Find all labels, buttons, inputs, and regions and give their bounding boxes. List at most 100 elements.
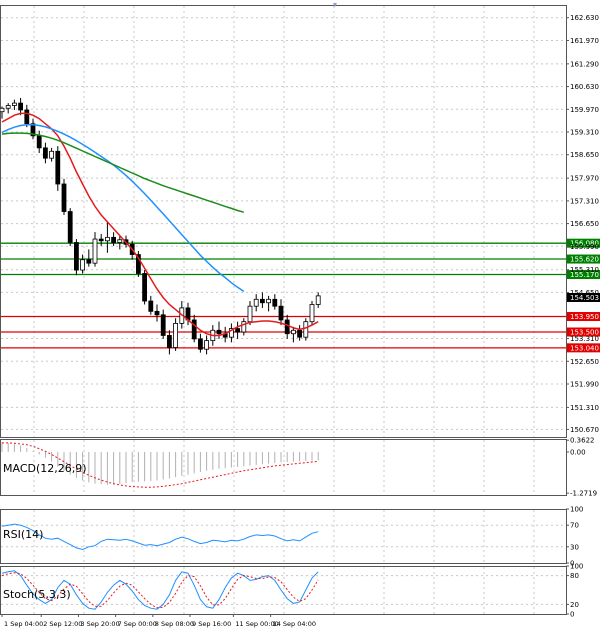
candle[interactable]	[315, 295, 321, 305]
candle[interactable]	[191, 319, 197, 340]
price-candles[interactable]	[0, 97, 321, 355]
candle[interactable]	[11, 102, 17, 106]
rsi-tick-label: 0	[570, 560, 574, 568]
candle[interactable]	[166, 335, 172, 348]
level-label: 153.040	[570, 344, 599, 352]
candle[interactable]	[55, 150, 61, 185]
level-label: 153.950	[570, 313, 599, 321]
candle[interactable]	[272, 298, 278, 307]
candle[interactable]	[135, 254, 141, 274]
stoch-main-line	[1, 570, 319, 610]
candle[interactable]	[241, 321, 247, 333]
candle[interactable]	[235, 328, 241, 333]
stoch-tick-label: 80	[570, 572, 579, 580]
candle[interactable]	[303, 321, 309, 338]
price-tick-label: 151.990	[570, 380, 599, 388]
level-label-box	[567, 327, 600, 337]
candle[interactable]	[98, 238, 104, 242]
candle[interactable]	[259, 298, 265, 304]
x-tick-label: 14 Sep 04:00	[273, 620, 316, 628]
candle[interactable]	[309, 304, 315, 323]
stoch-tick-label: 100	[570, 563, 583, 571]
price-tick-label: 156.650	[570, 220, 599, 228]
price-tick-label: 152.650	[570, 358, 599, 366]
candle[interactable]	[74, 242, 79, 271]
x-tick-label: 7 Sep 00:00	[118, 620, 157, 628]
stoch-tick-label: 0	[570, 611, 574, 619]
price-tick-label: 157.310	[570, 197, 599, 205]
candle[interactable]	[253, 298, 259, 307]
candle[interactable]	[80, 259, 85, 271]
stoch-tick-label: 20	[570, 601, 579, 609]
candle[interactable]	[92, 238, 98, 264]
x-tick-label: 8 Sep 08:00	[155, 620, 194, 628]
support-resistance-levels[interactable]: 156.080 155.620 155.170 153.950 153.500 153.0…	[1, 238, 600, 353]
candle[interactable]	[117, 239, 123, 243]
candle[interactable]	[278, 305, 284, 321]
price-tick-label: 155.990	[570, 243, 599, 251]
price-tick-label: 155.310	[570, 266, 599, 274]
candle[interactable]	[290, 329, 296, 335]
candle[interactable]	[173, 323, 179, 348]
candle[interactable]	[160, 314, 166, 336]
candle[interactable]	[266, 298, 272, 304]
rsi-tick-label: 100	[570, 506, 583, 514]
price-tick-label: 159.310	[570, 129, 599, 137]
stoch-panel-frame	[0, 566, 567, 615]
stoch-signal-line	[1, 572, 319, 609]
level-label-box	[567, 254, 600, 264]
shift-marker-icon	[333, 3, 337, 7]
price-tick-label: 160.630	[570, 83, 599, 91]
level-label-box	[567, 238, 600, 248]
candle[interactable]	[61, 183, 67, 212]
price-tick-label: 151.310	[570, 404, 599, 412]
price-tick-label: 158.650	[570, 151, 599, 159]
candle[interactable]	[247, 305, 253, 323]
grid	[0, 5, 567, 615]
candle[interactable]	[18, 102, 24, 111]
candle[interactable]	[43, 147, 48, 159]
price-tick-label: 161.290	[570, 60, 599, 68]
candle[interactable]	[86, 259, 92, 264]
candle[interactable]	[154, 310, 160, 316]
candle[interactable]	[284, 319, 290, 335]
macd-tick-label: 0.3622	[570, 437, 595, 445]
stoch-panel[interactable]: Stoch(5,3,3)	[1, 570, 566, 610]
x-tick-label: 11 Sep 00:00	[235, 620, 278, 628]
macd-panel[interactable]: MACD(12,26,9)	[1, 442, 319, 488]
stoch-title: Stoch(5,3,3)	[3, 588, 71, 601]
candle[interactable]	[148, 300, 154, 312]
candle[interactable]	[216, 329, 222, 335]
candle[interactable]	[24, 109, 30, 125]
candle[interactable]	[197, 338, 203, 350]
level-label: 153.500	[570, 329, 599, 337]
level-label-box	[567, 312, 600, 322]
candle[interactable]	[5, 105, 11, 109]
candle[interactable]	[142, 273, 148, 302]
candle[interactable]	[30, 123, 36, 137]
candle[interactable]	[0, 107, 5, 113]
moving-average-line	[1, 124, 245, 293]
candle[interactable]	[105, 236, 110, 242]
rsi-tick-label: 70	[570, 522, 579, 530]
rsi-title: RSI(14)	[3, 528, 43, 541]
candle[interactable]	[67, 211, 73, 243]
moving-average-line	[1, 132, 244, 213]
candle[interactable]	[36, 135, 42, 149]
macd-tick-label: 0.00	[570, 448, 586, 456]
level-label-box	[567, 270, 600, 280]
price-tick-label: 159.970	[570, 106, 599, 114]
candle[interactable]	[49, 150, 54, 159]
x-tick-label: 3 Sep 20:00	[80, 620, 119, 628]
candle[interactable]	[297, 329, 303, 338]
moving-average-line	[1, 112, 319, 337]
price-tick-label: 157.970	[570, 175, 599, 183]
rsi-panel[interactable]: RSI(14)	[1, 523, 566, 551]
price-tick-label: 153.310	[570, 335, 599, 343]
current-price-label: 154.503	[570, 294, 599, 302]
macd-tick-label: -1.2719	[570, 490, 597, 498]
candle[interactable]	[228, 328, 234, 338]
candle[interactable]	[111, 236, 116, 243]
candle[interactable]	[204, 340, 210, 350]
